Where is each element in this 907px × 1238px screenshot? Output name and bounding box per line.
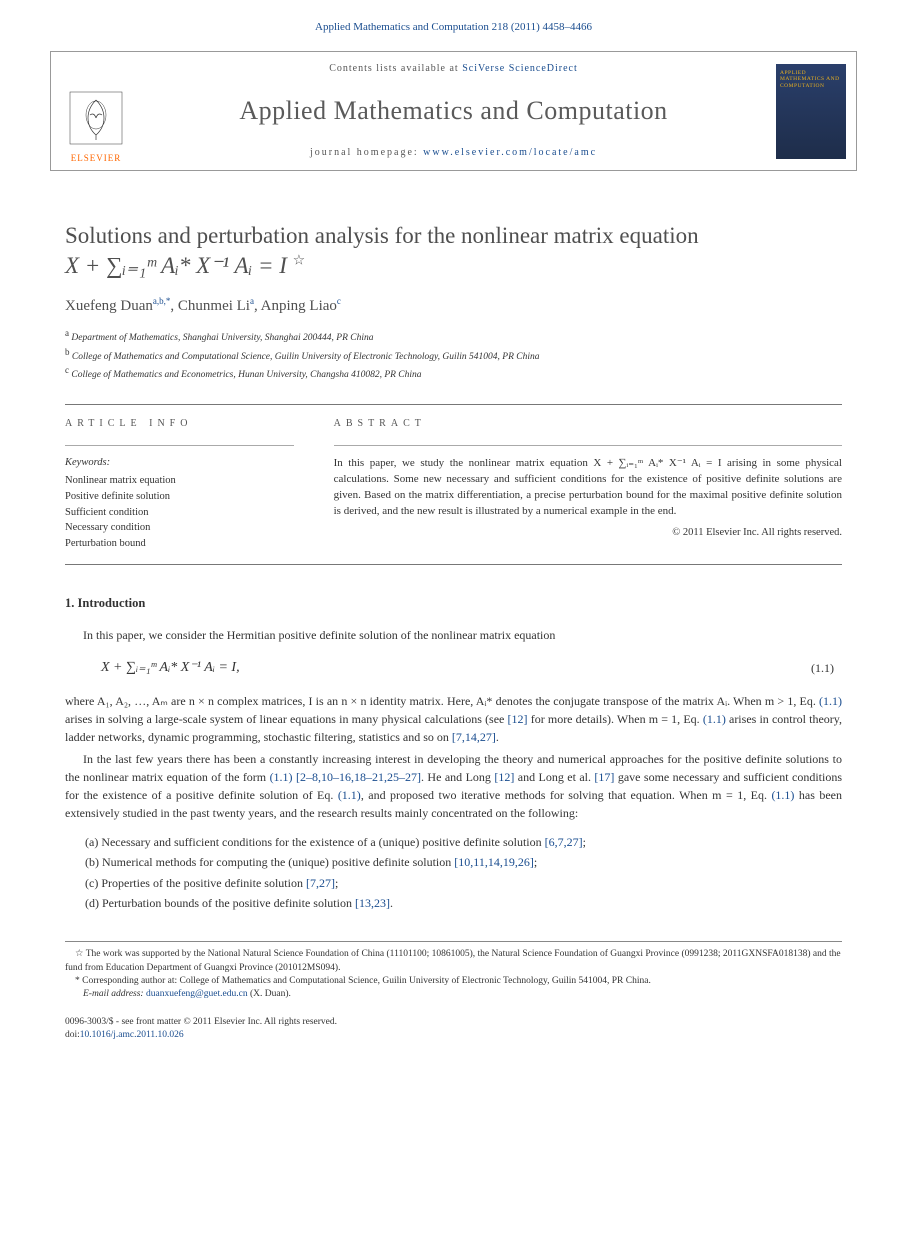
list-item-b: (b) Numerical methods for computing the … (85, 852, 842, 872)
keyword-item: Positive definite solution (65, 489, 294, 505)
doi-link[interactable]: 10.1016/j.amc.2011.10.026 (80, 1030, 184, 1040)
journal-banner: ELSEVIER Contents lists available at Sci… (50, 51, 857, 171)
sciencedirect-link[interactable]: SciVerse ScienceDirect (462, 63, 578, 74)
intro-p3: In the last few years there has been a c… (65, 750, 842, 822)
affiliation-b: b College of Mathematics and Computation… (65, 346, 842, 364)
article-title: Solutions and perturbation analysis for … (65, 221, 842, 281)
author-3-affil-link[interactable]: c (337, 296, 341, 306)
cover-title: APPLIED MATHEMATICS AND COMPUTATION (780, 70, 842, 90)
title-text: Solutions and perturbation analysis for … (65, 223, 699, 248)
keyword-item: Necessary condition (65, 520, 294, 536)
affiliation-c: c College of Mathematics and Econometric… (65, 364, 842, 382)
equation-number: (1.1) (811, 660, 842, 677)
ref-link[interactable]: [6,7,27] (545, 835, 583, 849)
banner-center: Contents lists available at SciVerse Sci… (141, 52, 766, 170)
footnotes: ☆ The work was supported by the National… (65, 941, 842, 1001)
list-item-a: (a) Necessary and sufficient conditions … (85, 832, 842, 852)
abstract-copyright: © 2011 Elsevier Inc. All rights reserved… (334, 526, 842, 541)
list-item-c: (c) Properties of the positive definite … (85, 873, 842, 893)
homepage-link[interactable]: www.elsevier.com/locate/amc (423, 147, 597, 158)
ref-link[interactable]: (1.1) (771, 788, 794, 802)
authors-line: Xuefeng Duana,b,*, Chunmei Lia, Anping L… (65, 295, 842, 317)
contents-line: Contents lists available at SciVerse Sci… (329, 62, 578, 76)
affiliation-a: a Department of Mathematics, Shanghai Un… (65, 327, 842, 345)
author-1-affil-link[interactable]: a,b,* (153, 296, 171, 306)
publisher-block: ELSEVIER (51, 52, 141, 170)
article-content: Solutions and perturbation analysis for … (0, 171, 907, 1072)
keyword-item: Perturbation bound (65, 536, 294, 552)
ref-link[interactable]: (1.1) (819, 694, 842, 708)
journal-title: Applied Mathematics and Computation (239, 93, 667, 129)
ref-link[interactable]: (1.1) (703, 712, 726, 726)
keywords-list: Nonlinear matrix equation Positive defin… (65, 473, 294, 552)
equation-body: X + ∑ᵢ₌₁ᵐ Aᵢ* X⁻¹ Aᵢ = I, (101, 658, 811, 678)
footnote-corresponding: * Corresponding author at: College of Ma… (65, 975, 842, 988)
article-info-label: ARTICLE INFO (65, 417, 294, 431)
ref-link[interactable]: [12] (494, 770, 514, 784)
article-info-panel: ARTICLE INFO Keywords: Nonlinear matrix … (65, 417, 314, 551)
info-block: ARTICLE INFO Keywords: Nonlinear matrix … (65, 404, 842, 564)
abstract-label: ABSTRACT (334, 417, 842, 431)
author-3: Anping Liao (261, 298, 337, 314)
contents-prefix: Contents lists available at (329, 63, 462, 74)
email-link[interactable]: duanxuefeng@guet.edu.cn (146, 989, 248, 999)
banner-right: APPLIED MATHEMATICS AND COMPUTATION (766, 52, 856, 170)
footnote-email: E-mail address: duanxuefeng@guet.edu.cn … (65, 988, 842, 1001)
footer-issn: 0096-3003/$ - see front matter © 2011 El… (65, 1016, 842, 1029)
publisher-name: ELSEVIER (71, 152, 122, 165)
keyword-item: Nonlinear matrix equation (65, 473, 294, 489)
equation-1-1: X + ∑ᵢ₌₁ᵐ Aᵢ* X⁻¹ Aᵢ = I, (1.1) (101, 658, 842, 678)
author-1: Xuefeng Duan (65, 298, 153, 314)
title-equation: X + ∑ᵢ₌₁ᵐ Aᵢ* X⁻¹ Aᵢ = I (65, 253, 287, 278)
author-2-affil-link[interactable]: a (250, 296, 254, 306)
header-citation-link[interactable]: Applied Mathematics and Computation 218 … (315, 21, 592, 33)
ref-link[interactable]: [12] (508, 712, 528, 726)
author-2: Chunmei Li (178, 298, 250, 314)
keywords-label: Keywords: (65, 456, 294, 471)
keyword-item: Sufficient condition (65, 505, 294, 521)
ref-link[interactable]: [10,11,14,19,26] (454, 855, 534, 869)
ref-link[interactable]: (1.1) (338, 788, 361, 802)
list-item-d: (d) Perturbation bounds of the positive … (85, 893, 842, 913)
homepage-prefix: journal homepage: (310, 147, 423, 158)
journal-cover-thumb: APPLIED MATHEMATICS AND COMPUTATION (776, 64, 846, 159)
footer-doi: doi:10.1016/j.amc.2011.10.026 (65, 1029, 842, 1042)
elsevier-tree-icon (66, 88, 126, 148)
homepage-line: journal homepage: www.elsevier.com/locat… (310, 146, 597, 160)
intro-list: (a) Necessary and sufficient conditions … (85, 832, 842, 914)
footnote-funding: ☆ The work was supported by the National… (65, 948, 842, 975)
ref-link[interactable]: [7,27] (306, 876, 335, 890)
title-footnote-star: ☆ (293, 254, 306, 269)
section-heading-intro: 1. Introduction (65, 595, 842, 613)
page-header: Applied Mathematics and Computation 218 … (0, 0, 907, 43)
abstract-panel: ABSTRACT In this paper, we study the non… (314, 417, 842, 551)
page-footer: 0096-3003/$ - see front matter © 2011 El… (65, 1016, 842, 1043)
affiliations: a Department of Mathematics, Shanghai Un… (65, 327, 842, 382)
intro-p2: where A₁, A₂, …, Aₘ are n × n complex ma… (65, 692, 842, 746)
ref-link[interactable]: (1.1) [2–8,10–16,18–21,25–27] (270, 770, 421, 784)
ref-link[interactable]: [13,23] (355, 896, 390, 910)
abstract-text: In this paper, we study the nonlinear ma… (334, 456, 842, 520)
ref-link[interactable]: [7,14,27] (452, 730, 496, 744)
intro-p1: In this paper, we consider the Hermitian… (65, 626, 842, 644)
ref-link[interactable]: [17] (594, 770, 614, 784)
